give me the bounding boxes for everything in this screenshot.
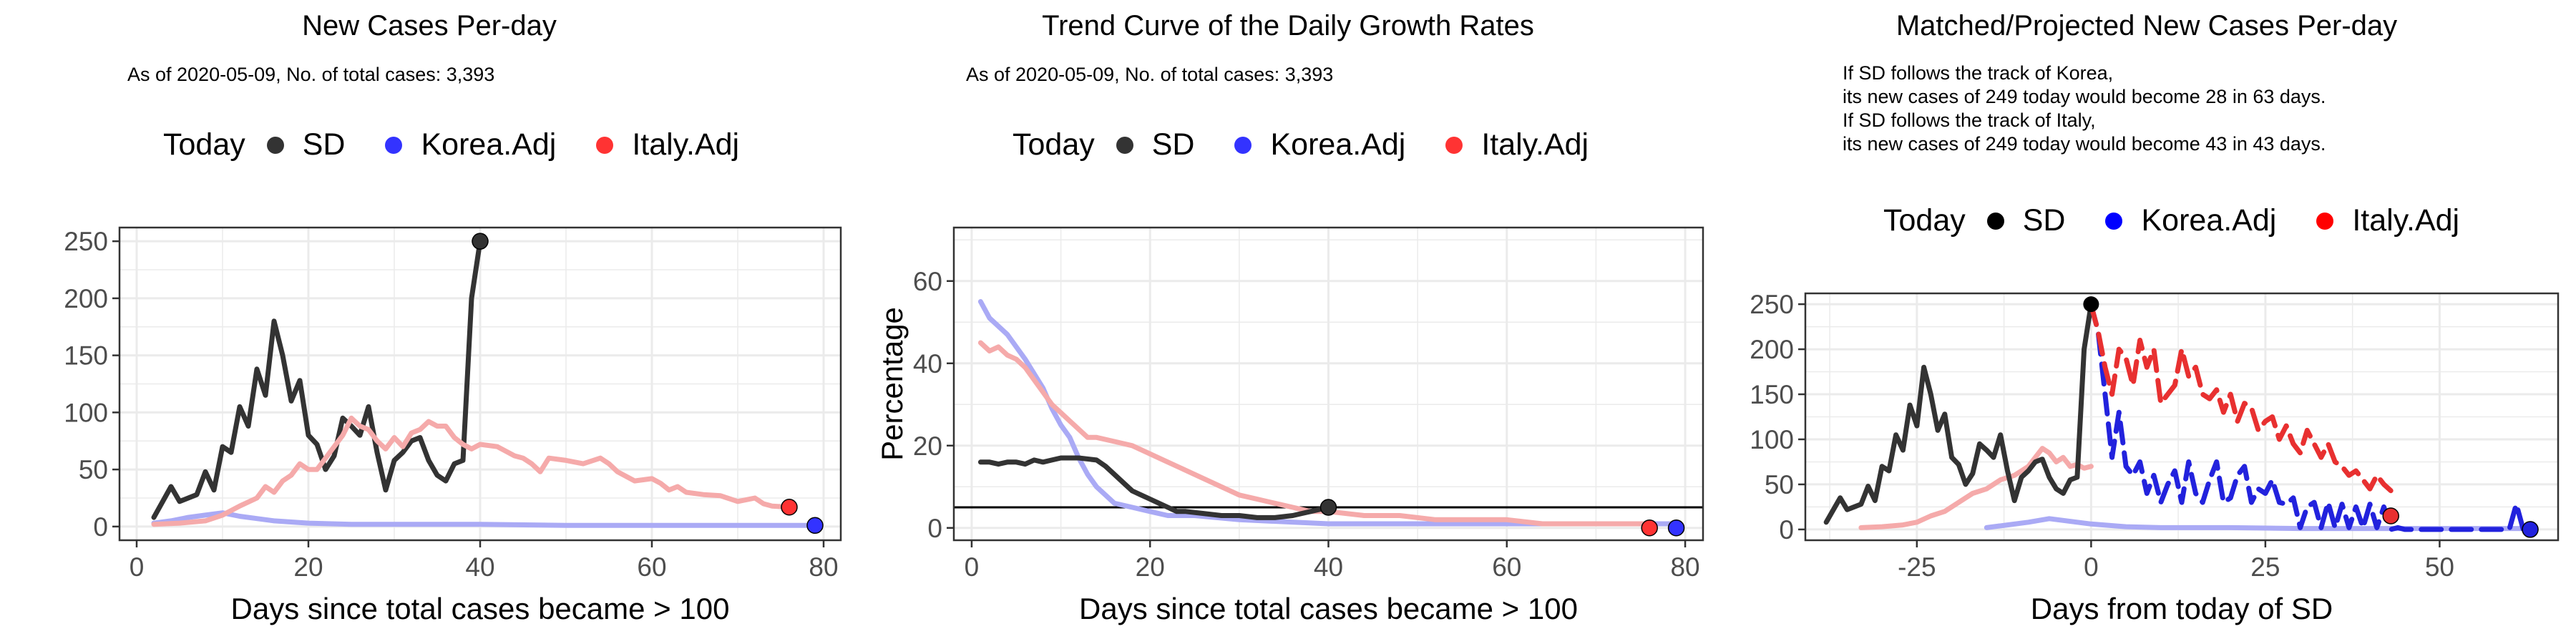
x-tick-label: -25 <box>1898 552 1936 582</box>
legend-item-korea: Korea.Adj <box>2084 203 2276 238</box>
y-tick-label: 150 <box>1750 380 1794 409</box>
plot-border <box>118 226 842 542</box>
series-line-italy-adj <box>1858 446 2094 530</box>
series-line-sd <box>1823 301 2094 525</box>
legend-item-korea: Korea.Adj <box>1213 127 1405 162</box>
legend: Today SD Korea.Adj Italy.Adj <box>1013 127 1607 162</box>
series-line-italy-adj <box>977 340 1652 527</box>
x-tick-label: 40 <box>465 552 494 582</box>
chart-svg: -25 0 25 50 0 50 100 150 200 250 Days from today o… <box>1750 290 2560 625</box>
today-marker <box>2382 507 2399 525</box>
y-tick-label: 60 <box>913 267 942 296</box>
x-axis-label: Days since total cases became > 100 <box>1079 592 1578 625</box>
today-marker <box>2083 296 2099 313</box>
projection-notes: If SD follows the track of Korea, its ne… <box>1843 62 2326 156</box>
today-marker <box>1667 519 1685 537</box>
series-line-korea-adj <box>977 299 1679 527</box>
x-tick-label: 50 <box>2425 552 2454 582</box>
y-axis-label: Percentage <box>875 307 909 461</box>
y-tick-label: 0 <box>927 514 942 543</box>
series-line-italy-adj <box>151 415 792 527</box>
y-tick-label: 200 <box>64 284 108 313</box>
panel-growth-rates: Trend Curve of the Daily Growth Rates As… <box>859 0 1717 644</box>
y-tick-label: 200 <box>1750 335 1794 364</box>
today-marker <box>1319 499 1337 516</box>
legend-item-sd: SD <box>1095 127 1194 162</box>
y-tick-label: 50 <box>79 455 108 484</box>
series-line-sd <box>977 455 1331 520</box>
legend-title: Today <box>1013 127 1095 162</box>
chart-svg: 0 20 40 60 80 0 20 40 60 Days since total cases b… <box>875 226 1704 625</box>
x-tick-label: 0 <box>965 552 980 582</box>
today-marker <box>1641 519 1658 537</box>
x-axis-label: Days from today of SD <box>2031 592 2333 625</box>
chart-title: Matched/Projected New Cases Per-day <box>1896 10 2398 42</box>
series-line-italy-adj-projected <box>2088 302 2394 494</box>
chart-title: New Cases Per-day <box>302 10 557 42</box>
series-line-korea-adj <box>151 510 818 528</box>
legend-item-sd: SD <box>1966 203 2065 238</box>
y-tick-label: 250 <box>1750 290 1794 319</box>
x-tick-label: 0 <box>130 552 145 582</box>
today-marker <box>2522 521 2539 538</box>
y-tick-label: 20 <box>913 431 942 461</box>
today-marker <box>806 517 824 535</box>
chart-title: Trend Curve of the Daily Growth Rates <box>1042 10 1534 42</box>
panel-projected-cases: Matched/Projected New Cases Per-day If S… <box>1717 0 2576 644</box>
x-tick-label: 20 <box>1136 552 1165 582</box>
x-tick-label: 80 <box>809 552 838 582</box>
note-line: its new cases of 249 today would become … <box>1843 86 2326 107</box>
plot-border <box>1804 292 2560 542</box>
x-tick-label: 60 <box>1492 552 1521 582</box>
series-line-korea-adj <box>1984 516 2533 532</box>
y-tick-label: 100 <box>64 398 108 427</box>
x-tick-label: 60 <box>637 552 666 582</box>
legend-item-korea: Korea.Adj <box>364 127 556 162</box>
x-tick-label: 0 <box>2084 552 2099 582</box>
x-tick-label: 20 <box>293 552 323 582</box>
legend-item-italy: Italy.Adj <box>1424 127 1589 162</box>
legend-item-italy: Italy.Adj <box>575 127 739 162</box>
x-tick-label: 40 <box>1314 552 1343 582</box>
today-marker <box>472 233 489 250</box>
y-tick-label: 150 <box>64 341 108 371</box>
legend: Today SD Korea.Adj Italy.Adj <box>163 127 758 162</box>
today-marker <box>781 498 798 516</box>
x-tick-label: 80 <box>1670 552 1699 582</box>
panel-new-cases: New Cases Per-day As of 2020-05-09, No. … <box>0 0 859 644</box>
legend-title: Today <box>163 127 245 162</box>
chart-subtitle: As of 2020-05-09, No. of total cases: 3,… <box>127 64 495 85</box>
plot-border <box>952 226 1704 542</box>
legend-item-sd: SD <box>245 127 345 162</box>
y-tick-label: 0 <box>93 512 108 542</box>
x-axis-label: Days since total cases became > 100 <box>231 592 730 625</box>
y-tick-label: 100 <box>1750 425 1794 454</box>
chart-svg: 0 20 40 60 80 0 50 100 150 200 250 Days since total… <box>64 226 842 625</box>
legend: Today SD Korea.Adj Italy.Adj <box>1883 203 2478 238</box>
note-line: If SD follows the track of Italy, <box>1843 109 2096 131</box>
note-line: If SD follows the track of Korea, <box>1843 62 2114 84</box>
x-tick-label: 25 <box>2250 552 2280 582</box>
chart-subtitle: As of 2020-05-09, No. of total cases: 3,… <box>966 64 1334 85</box>
note-line: its new cases of 249 today would become … <box>1843 133 2326 155</box>
y-tick-label: 40 <box>913 349 942 379</box>
series-line-sd <box>151 238 483 520</box>
legend-item-italy: Italy.Adj <box>2295 203 2459 238</box>
y-tick-label: 50 <box>1765 470 1794 499</box>
y-tick-label: 0 <box>1779 515 1794 545</box>
legend-title: Today <box>1883 203 1966 238</box>
y-tick-label: 250 <box>64 227 108 256</box>
